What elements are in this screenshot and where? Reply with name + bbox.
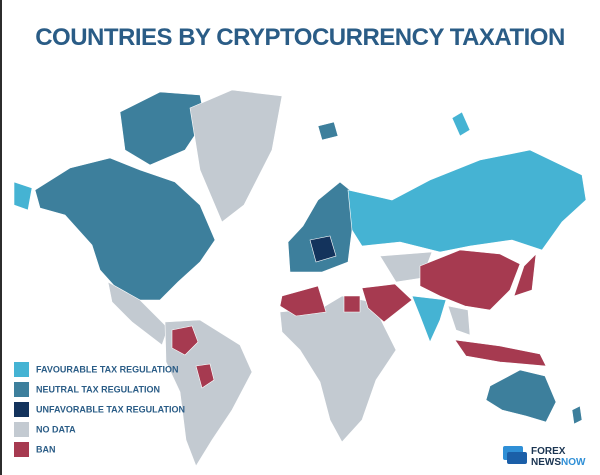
logo-news: NEWS [531,457,561,468]
japan [513,253,537,297]
legend-label: FAVOURABLE TAX REGULATION [36,364,179,374]
south-america [164,319,253,467]
legend: FAVOURABLE TAX REGULATION NEUTRAL TAX REG… [14,362,185,457]
egypt [343,295,361,313]
title: COUNTRIES BY CRYPTOCURRENCY TAXATION [35,24,565,51]
logo-line2: NEWSNOW [531,457,586,468]
logo-now: NOW [561,457,586,468]
arctic-russia [451,111,471,137]
southeast-asia [447,305,471,336]
legend-swatch [14,422,29,437]
logo: FOREX NEWSNOW [503,446,586,468]
logo-line1: FOREX [531,446,566,457]
greenland [189,89,283,223]
venezuela-colombia [171,325,199,356]
bolivia [195,363,215,389]
north-america [34,157,216,301]
logo-icon-back [507,452,527,464]
world-map [13,89,587,467]
australia [485,369,557,423]
left-border [0,0,2,475]
legend-swatch [14,442,29,457]
china [419,249,521,311]
europe [287,181,357,273]
legend-swatch [14,382,29,397]
legend-swatch [14,402,29,417]
central-europe [309,235,337,263]
central-america [107,281,169,346]
new-zealand [571,405,583,425]
india [411,295,447,343]
legend-swatch [14,362,29,377]
middle-east-ban [361,283,413,323]
north-africa-ban [279,285,327,317]
legend-label: UNFAVORABLE TAX REGULATION [36,404,185,414]
legend-label: NO DATA [36,424,76,434]
alaska [13,181,33,211]
legend-label: BAN [36,444,56,454]
russia [347,149,587,253]
legend-label: NEUTRAL TAX REGULATION [36,384,160,394]
indonesia [454,339,547,367]
iceland [317,121,339,141]
